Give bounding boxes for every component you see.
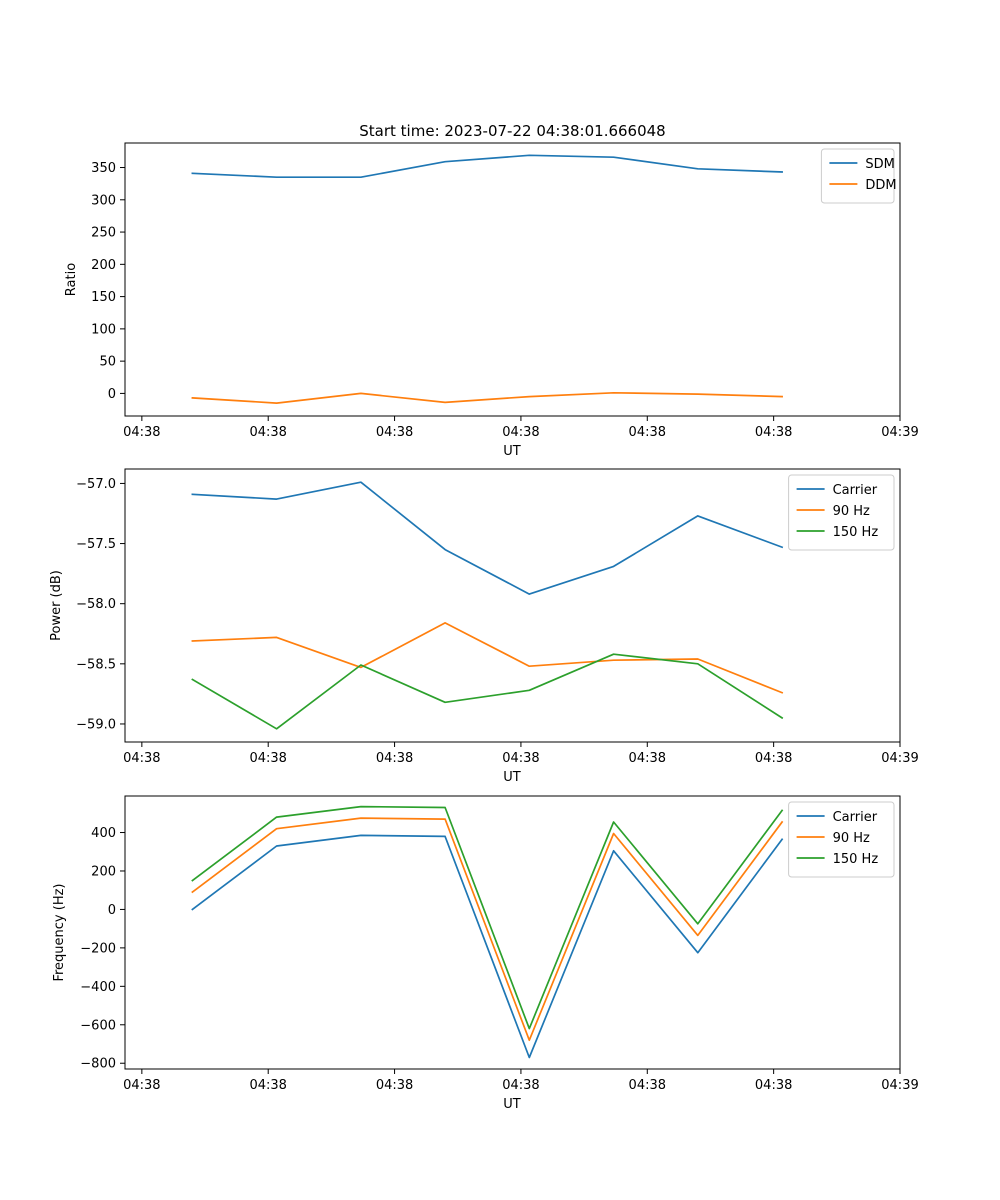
series-line-carrier bbox=[191, 834, 784, 1059]
series-line-150-hz bbox=[191, 653, 784, 730]
series-line-90-hz bbox=[191, 817, 784, 1042]
y-tick-label: 100 bbox=[91, 322, 116, 337]
series-line-carrier bbox=[191, 481, 784, 595]
legend: Carrier 90 Hz 150 Hz bbox=[788, 474, 895, 551]
x-tick-label: 04:38 bbox=[123, 1078, 160, 1093]
legend-label: 90 Hz bbox=[833, 831, 870, 846]
axes-frame bbox=[124, 795, 901, 1070]
y-tick-label: −57.0 bbox=[76, 477, 116, 492]
series-line-90-hz bbox=[191, 622, 784, 694]
panels: 04:38 04:38 04:38 04:38 04:38 04:38 04:39 0 50 10… bbox=[49, 142, 919, 1112]
x-tick-label: 04:38 bbox=[502, 1078, 539, 1093]
series-line-ddm bbox=[191, 391, 783, 404]
y-tick-label: 0 bbox=[108, 903, 116, 918]
y-tick-label: −58.5 bbox=[76, 657, 116, 672]
x-tick-label: 04:38 bbox=[376, 1078, 413, 1093]
y-tick-label: 400 bbox=[91, 826, 116, 841]
figure-title: Start time: 2023-07-22 04:38:01.666048 bbox=[359, 122, 665, 140]
legend-label: SDM bbox=[865, 157, 894, 172]
y-tick-label: 250 bbox=[91, 226, 116, 241]
legend-label: Carrier bbox=[833, 810, 878, 825]
y-tick-label: 200 bbox=[91, 864, 116, 879]
y-tick-label: 150 bbox=[91, 290, 116, 305]
x-tick-label: 04:38 bbox=[755, 1078, 792, 1093]
x-tick-label: 04:38 bbox=[376, 425, 413, 440]
chart-panel-1: 04:38 04:38 04:38 04:38 04:38 04:38 04:39 0 50 10… bbox=[64, 142, 919, 459]
chart-panel-3: 04:38 04:38 04:38 04:38 04:38 04:38 04:39 −800 −… bbox=[52, 795, 919, 1112]
legend-label: Carrier bbox=[833, 483, 878, 498]
y-tick-label: 300 bbox=[91, 193, 116, 208]
x-tick-label: 04:39 bbox=[881, 751, 918, 766]
x-tick-label: 04:39 bbox=[881, 425, 918, 440]
legend-label: 90 Hz bbox=[833, 504, 870, 519]
x-tick-label: 04:38 bbox=[755, 425, 792, 440]
chart-panel-2: 04:38 04:38 04:38 04:38 04:38 04:38 04:39 −57.0… bbox=[49, 468, 919, 785]
legend: SDM DDM bbox=[820, 148, 897, 204]
y-tick-label: 200 bbox=[91, 258, 116, 273]
x-tick-label: 04:38 bbox=[629, 1078, 666, 1093]
x-tick-label: 04:38 bbox=[629, 751, 666, 766]
x-tick-label: 04:38 bbox=[502, 751, 539, 766]
x-axis-label: UT bbox=[503, 1097, 521, 1112]
y-axis-label: Frequency (Hz) bbox=[52, 883, 67, 981]
x-tick-label: 04:38 bbox=[249, 425, 286, 440]
x-tick-label: 04:38 bbox=[502, 425, 539, 440]
x-axis-label: UT bbox=[503, 444, 521, 459]
y-tick-label: −400 bbox=[80, 980, 116, 995]
axes-frame bbox=[124, 142, 901, 417]
y-tick-label: 350 bbox=[91, 161, 116, 176]
x-tick-label: 04:38 bbox=[123, 751, 160, 766]
legend-label: DDM bbox=[865, 178, 896, 193]
x-tick-label: 04:38 bbox=[249, 1078, 286, 1093]
x-tick-label: 04:38 bbox=[376, 751, 413, 766]
y-tick-label: −58.0 bbox=[76, 597, 116, 612]
x-tick-label: 04:38 bbox=[249, 751, 286, 766]
legend: Carrier 90 Hz 150 Hz bbox=[788, 801, 895, 878]
y-tick-label: −600 bbox=[80, 1018, 116, 1033]
legend-label: 150 Hz bbox=[833, 525, 879, 540]
y-tick-label: 0 bbox=[108, 387, 116, 402]
x-tick-label: 04:38 bbox=[755, 751, 792, 766]
y-axis-label: Power (dB) bbox=[49, 570, 64, 641]
legend-label: 150 Hz bbox=[833, 852, 879, 867]
x-axis-label: UT bbox=[503, 770, 521, 785]
x-tick-label: 04:38 bbox=[123, 425, 160, 440]
y-tick-label: 50 bbox=[99, 355, 116, 370]
y-tick-label: −57.5 bbox=[76, 537, 116, 552]
series-line-sdm bbox=[191, 154, 783, 179]
y-tick-label: −200 bbox=[80, 941, 116, 956]
y-tick-label: −800 bbox=[80, 1057, 116, 1072]
x-tick-label: 04:39 bbox=[881, 1078, 918, 1093]
x-tick-label: 04:38 bbox=[629, 425, 666, 440]
y-axis-label: Ratio bbox=[64, 263, 79, 296]
y-tick-label: −59.0 bbox=[76, 717, 116, 732]
axes-frame bbox=[124, 468, 901, 743]
series-line-150-hz bbox=[191, 805, 784, 1030]
